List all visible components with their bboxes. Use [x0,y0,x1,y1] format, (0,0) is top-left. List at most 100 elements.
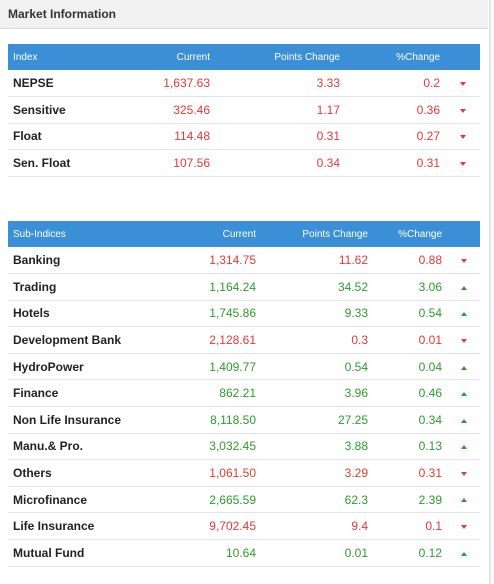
row-pct-change: 0.12 [418,545,442,560]
row-name: Trading [13,279,57,294]
row-direction [448,353,480,380]
row-pct-change: 2.39 [418,492,442,507]
row-points-change: 0.01 [344,545,368,560]
panel-title: Market Information [8,7,117,21]
table-row[interactable]: Mutual Fund 10.64 0.01 0.12 [8,540,480,567]
table-row[interactable]: Banking 1,314.75 11.62 0.88 [8,247,480,274]
row-name: Banking [13,253,61,268]
row-points-change: 0.34 [316,156,340,171]
row-direction [448,513,480,540]
row-direction [446,97,480,124]
sub-indices-table-body: Banking 1,314.75 11.62 0.88 Trading 1,164.24 3… [8,247,480,567]
row-pct-change: 0.04 [418,359,442,374]
row-points-change: 34.52 [337,279,368,294]
row-direction [446,150,480,177]
table-row[interactable]: Finance 862.21 3.96 0.46 [8,380,480,407]
triangle-up-icon [461,445,467,450]
column-header-pct-change: %Change [398,228,442,240]
row-name: Sen. Float [13,156,71,171]
column-header-current: Current [222,228,256,240]
row-current-value: 1,164.24 [209,279,256,294]
row-direction [448,460,480,487]
row-direction [446,70,480,97]
row-points-change: 1.17 [316,102,340,117]
row-points-change: 9.33 [344,306,368,321]
triangle-up-icon [461,392,467,397]
row-current-value: 114.48 [174,129,210,144]
triangle-down-icon [460,81,466,86]
table-row[interactable]: NEPSE 1,637.63 3.33 0.2 [8,70,480,97]
triangle-down-icon [461,471,467,476]
row-pct-change: 0.54 [418,306,442,321]
triangle-down-icon [461,525,467,530]
row-points-change: 0.3 [351,333,368,348]
row-points-change: 3.29 [344,466,368,481]
column-header-points-change: Points Change [302,228,368,240]
triangle-up-icon [461,365,467,370]
column-header-sub-indices: Sub-Indices [13,228,66,240]
table-row[interactable]: Development Bank 2,128.61 0.3 0.01 [8,327,480,354]
triangle-up-icon [461,285,467,290]
row-current-value: 1,314.75 [209,253,256,268]
row-name: Float [13,129,42,144]
triangle-down-icon [460,135,466,140]
table-row[interactable]: Microfinance 2,665.59 62.3 2.39 [8,486,480,513]
panel-border [489,0,491,584]
row-name: Development Bank [13,333,122,348]
row-name: NEPSE [13,76,54,91]
row-direction [448,247,480,274]
table-row[interactable]: Hotels 1,745.86 9.33 0.54 [8,300,480,327]
row-pct-change: 3.06 [418,279,442,294]
table-row[interactable]: Float 114.48 0.31 0.27 [8,123,480,150]
row-pct-change: 0.1 [425,519,442,534]
row-points-change: 0.54 [344,359,368,374]
table-row[interactable]: Others 1,061.50 3.29 0.31 [8,460,480,487]
table-row[interactable]: Non Life Insurance 8,118.50 27.25 0.34 [8,407,480,434]
row-name: Hotels [13,306,50,321]
row-pct-change: 0.88 [418,253,442,268]
row-points-change: 62.3 [344,492,368,507]
index-table: Index Current Points Change %Change NEPS… [8,44,480,177]
row-pct-change: 0.01 [418,333,442,348]
triangle-down-icon [461,258,467,263]
row-direction [448,540,480,567]
table-row[interactable]: Sen. Float 107.56 0.34 0.31 [8,150,480,177]
table-row[interactable]: Trading 1,164.24 34.52 3.06 [8,274,480,301]
table-row[interactable]: Life Insurance 9,702.45 9.4 0.1 [8,513,480,540]
row-pct-change: 0.31 [418,466,442,481]
row-direction [448,407,480,434]
triangle-up-icon [461,498,467,503]
row-current-value: 3,032.45 [209,439,256,454]
row-name: Life Insurance [13,519,95,534]
row-points-change: 11.62 [338,253,368,268]
column-header-index: Index [13,51,38,63]
row-pct-change: 0.36 [416,102,440,117]
row-current-value: 862.21 [219,386,256,401]
sub-indices-table-header: Sub-Indices Current Points Change %Chang… [8,221,480,247]
row-name: Sensitive [13,102,66,117]
row-direction [448,300,480,327]
row-points-change: 3.96 [344,386,368,401]
row-current-value: 2,665.59 [209,492,256,507]
row-points-change: 3.88 [344,439,368,454]
row-pct-change: 0.2 [423,76,440,91]
row-name: Finance [13,386,59,401]
row-pct-change: 0.34 [418,412,442,427]
panel-header: Market Information [0,0,488,29]
column-header-points-change: Points Change [274,51,340,63]
table-row[interactable]: HydroPower 1,409.77 0.54 0.04 [8,353,480,380]
row-points-change: 27.25 [337,412,368,427]
row-points-change: 9.4 [351,519,368,534]
triangle-down-icon [461,338,467,343]
row-current-value: 2,128.61 [209,333,256,348]
row-direction [448,327,480,354]
table-row[interactable]: Manu.& Pro. 3,032.45 3.88 0.13 [8,433,480,460]
row-current-value: 10.64 [225,545,256,560]
row-pct-change: 0.46 [418,386,442,401]
row-direction [446,123,480,150]
sub-indices-table: Sub-Indices Current Points Change %Chang… [8,221,480,567]
column-header-arrow [446,44,480,70]
table-row[interactable]: Sensitive 325.46 1.17 0.36 [8,97,480,124]
row-name: Mutual Fund [13,545,85,560]
row-current-value: 325.46 [173,102,210,117]
